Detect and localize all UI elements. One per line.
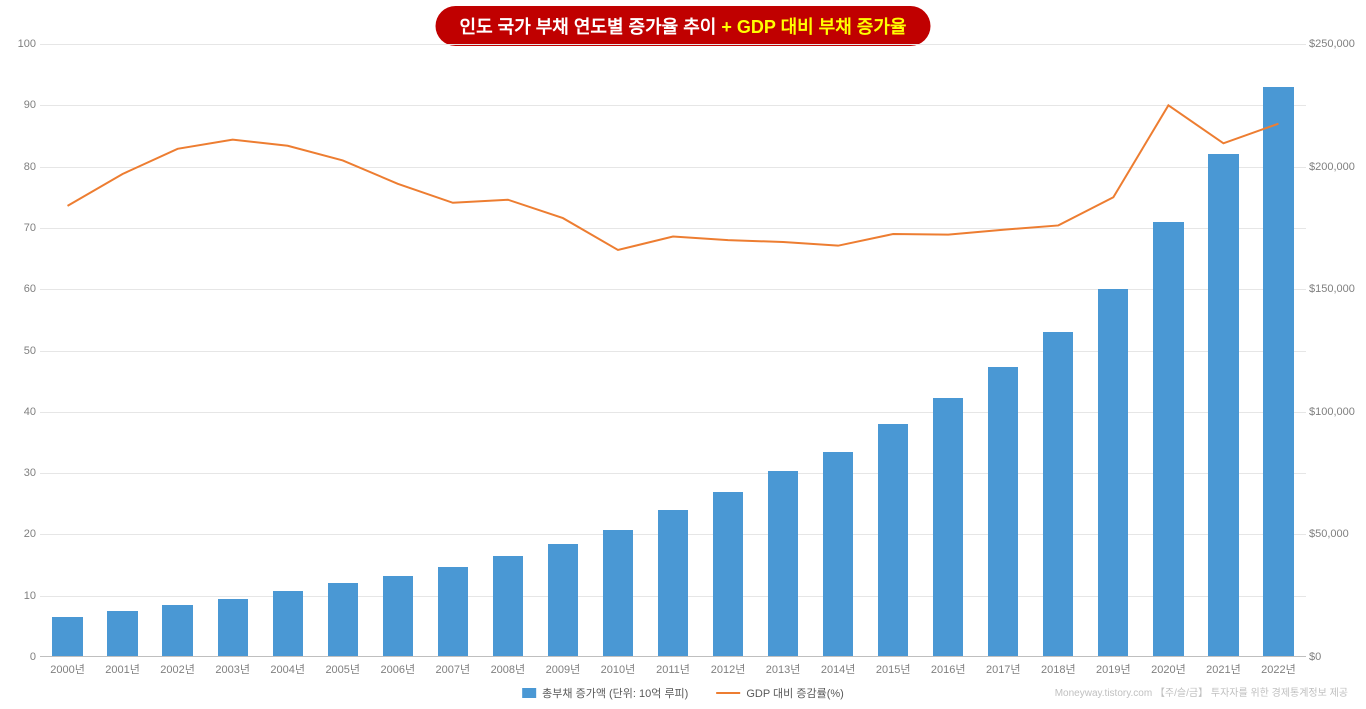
x-category-label: 2010년 xyxy=(601,661,636,677)
chart-container: 인도 국가 부채 연도별 증가율 추이 + GDP 대비 부채 증가율 0102… xyxy=(0,0,1366,709)
x-category-label: 2001년 xyxy=(105,661,140,677)
x-category-label: 2005년 xyxy=(325,661,360,677)
x-category-label: 2017년 xyxy=(986,661,1021,677)
x-category-label: 2011년 xyxy=(656,661,690,677)
ytick-left: 80 xyxy=(6,161,36,173)
x-category-label: 2016년 xyxy=(931,661,966,677)
ytick-right: $150,000 xyxy=(1309,283,1364,295)
bar xyxy=(713,492,743,658)
ytick-left: 0 xyxy=(6,651,36,663)
bar xyxy=(273,591,303,657)
title-part2: GDP 대비 부채 증가율 xyxy=(732,17,907,37)
ytick-left: 90 xyxy=(6,99,36,111)
x-category-label: 2018년 xyxy=(1041,661,1076,677)
bar xyxy=(988,367,1018,657)
bar xyxy=(52,617,82,657)
ytick-right: $100,000 xyxy=(1309,406,1364,418)
bar xyxy=(1208,154,1238,657)
bar xyxy=(328,583,358,657)
plot-area: 0102030405060708090100$0$50,000$100,000$… xyxy=(40,44,1306,657)
bar xyxy=(1098,289,1128,657)
legend-line-swatch xyxy=(716,692,740,694)
legend-bar-label: 총부채 증가액 (단위: 10억 루피) xyxy=(542,685,688,701)
x-category-label: 2013년 xyxy=(766,661,801,677)
x-axis-line xyxy=(40,656,1306,657)
x-category-label: 2019년 xyxy=(1096,661,1131,677)
attribution-text: Moneyway.tistory.com 【주/슬/금】 투자자를 위한 경제통… xyxy=(1055,684,1348,699)
x-category-label: 2020년 xyxy=(1151,661,1186,677)
x-category-label: 2002년 xyxy=(160,661,195,677)
ytick-left: 100 xyxy=(6,38,36,50)
ytick-right: $200,000 xyxy=(1309,161,1364,173)
x-category-label: 2014년 xyxy=(821,661,856,677)
bar xyxy=(1043,332,1073,657)
title-plus: + xyxy=(721,17,732,37)
ytick-left: 50 xyxy=(6,345,36,357)
ytick-left: 20 xyxy=(6,528,36,540)
bar xyxy=(107,611,137,657)
legend: 총부채 증가액 (단위: 10억 루피) GDP 대비 증감률(%) xyxy=(522,685,844,701)
ytick-left: 30 xyxy=(6,467,36,479)
x-category-label: 2007년 xyxy=(436,661,471,677)
ytick-right: $250,000 xyxy=(1309,38,1364,50)
bar xyxy=(218,599,248,657)
title-part1: 인도 국가 부채 연도별 증가율 추이 xyxy=(460,17,722,37)
x-category-label: 2000년 xyxy=(50,661,85,677)
legend-line: GDP 대비 증감률(%) xyxy=(716,685,843,701)
bar xyxy=(658,510,688,657)
x-category-label: 2021년 xyxy=(1206,661,1241,677)
chart-title-pill: 인도 국가 부채 연도별 증가율 추이 + GDP 대비 부채 증가율 xyxy=(436,6,931,46)
bar xyxy=(933,398,963,657)
ytick-left: 40 xyxy=(6,406,36,418)
bar xyxy=(1153,222,1183,657)
x-category-label: 2004년 xyxy=(270,661,305,677)
ytick-left: 70 xyxy=(6,222,36,234)
bar xyxy=(493,556,523,657)
bar xyxy=(603,530,633,658)
bar xyxy=(823,452,853,657)
ytick-right: $0 xyxy=(1309,651,1364,663)
legend-bar: 총부채 증가액 (단위: 10억 루피) xyxy=(522,685,688,701)
legend-bar-swatch xyxy=(522,688,536,698)
x-category-label: 2012년 xyxy=(711,661,746,677)
x-category-label: 2022년 xyxy=(1261,661,1296,677)
x-category-label: 2003년 xyxy=(215,661,250,677)
x-category-label: 2015년 xyxy=(876,661,911,677)
bar xyxy=(162,605,192,657)
legend-line-label: GDP 대비 증감률(%) xyxy=(746,685,843,701)
ytick-left: 10 xyxy=(6,590,36,602)
bar xyxy=(548,544,578,657)
bar xyxy=(1263,87,1293,657)
bar xyxy=(768,471,798,657)
x-category-label: 2006년 xyxy=(380,661,415,677)
ytick-left: 60 xyxy=(6,283,36,295)
ytick-right: $50,000 xyxy=(1309,528,1364,540)
bar xyxy=(438,567,468,657)
bars-layer xyxy=(40,44,1306,657)
x-category-label: 2009년 xyxy=(546,661,581,677)
x-category-label: 2008년 xyxy=(491,661,526,677)
bar xyxy=(878,424,908,657)
bar xyxy=(383,576,413,657)
